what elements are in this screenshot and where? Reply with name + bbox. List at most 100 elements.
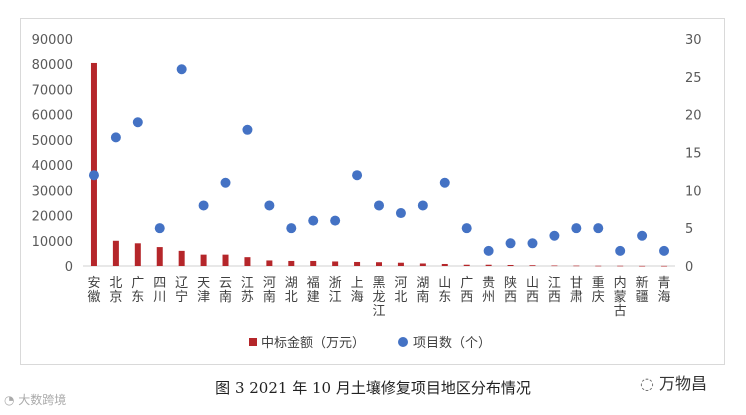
chart-frame: 0 10000 20000 30000 40000 50000 60000 70000 8000… (20, 18, 725, 365)
bar (310, 260, 317, 266)
right-tick-label: 0 (685, 260, 693, 275)
bar (485, 264, 492, 266)
category-label: 江西 (548, 276, 561, 305)
watermark-right-text: 万物昌 (659, 374, 708, 393)
bar (595, 265, 602, 267)
bar (397, 262, 404, 266)
scatter-point (417, 200, 428, 211)
bar (419, 263, 426, 266)
category-label: 云南 (219, 276, 232, 305)
category-label: 福建 (307, 276, 320, 305)
category-label: 重庆 (592, 275, 605, 305)
bar (463, 264, 470, 266)
category-label: 陕西 (504, 276, 517, 305)
scatter-series (88, 64, 670, 256)
category-label: 甘肃 (570, 276, 583, 305)
left-tick-label: 20000 (32, 210, 73, 225)
scatter-point (264, 200, 275, 211)
category-label: 山东 (438, 276, 451, 305)
scatter-point (374, 200, 384, 211)
left-tick-label: 40000 (32, 159, 73, 174)
chart-svg: 0 10000 20000 30000 40000 50000 60000 70000 8000… (32, 33, 702, 351)
scatter-point (659, 245, 670, 256)
legend-bar-swatch (249, 338, 257, 346)
scatter-point (571, 223, 582, 234)
category-label: 贵州 (482, 276, 495, 305)
legend-bar-label: 中标金额（万元） (261, 335, 365, 351)
category-label: 天津 (197, 276, 210, 305)
watermark-left-icon: ◔ (4, 393, 19, 407)
category-label: 内蒙古 (614, 275, 627, 319)
bar (112, 240, 119, 266)
bar (244, 257, 251, 266)
scatter-point (198, 200, 209, 211)
bar (332, 261, 339, 266)
bar (178, 250, 185, 266)
left-tick-label: 70000 (32, 83, 73, 98)
category-label: 黑龙江 (372, 276, 385, 319)
bar (134, 243, 141, 266)
category-label: 辽宁 (175, 276, 188, 305)
scatter-point (615, 245, 626, 256)
category-label: 广西 (460, 276, 473, 305)
category-axis: 安徽北京广东四川辽宁天津云南江苏河南湖北福建浙江上海黑龙江河北湖南山东广西贵州陕… (87, 275, 670, 319)
wechat-icon: ◌ (640, 374, 660, 393)
left-tick-label: 90000 (32, 33, 73, 48)
category-label: 江苏 (241, 276, 254, 305)
left-tick-label: 80000 (32, 58, 73, 73)
scatter-point (395, 208, 406, 219)
left-tick-label: 30000 (32, 184, 73, 199)
category-label: 浙江 (329, 276, 342, 305)
right-tick-label: 10 (685, 184, 702, 199)
category-label: 河北 (394, 276, 407, 305)
legend-scatter-swatch (398, 337, 408, 347)
category-label: 河南 (263, 276, 276, 305)
bar (441, 263, 448, 266)
scatter-point (220, 177, 231, 188)
category-label: 湖南 (416, 276, 429, 305)
scatter-point (593, 223, 604, 234)
left-tick-label: 0 (65, 260, 73, 275)
scatter-point (352, 170, 363, 181)
category-label: 上海 (351, 276, 364, 305)
bar (661, 265, 668, 267)
right-tick-label: 25 (685, 71, 702, 86)
bar (617, 265, 624, 267)
right-tick-label: 20 (685, 109, 702, 124)
scatter-point (637, 230, 648, 241)
scatter-point (176, 64, 187, 75)
scatter-point (286, 223, 297, 234)
left-tick-label: 50000 (32, 134, 73, 149)
scatter-point (483, 245, 494, 256)
left-tick-label: 60000 (32, 109, 73, 124)
scatter-point (308, 215, 319, 226)
left-tick-label: 10000 (32, 235, 73, 250)
bar (529, 265, 536, 266)
scatter-point (461, 223, 472, 234)
left-axis: 0 10000 20000 30000 40000 50000 60000 70000 8000… (32, 33, 73, 275)
bar (573, 265, 580, 267)
bar (156, 247, 163, 266)
bar-series (90, 62, 668, 267)
scatter-point (242, 124, 253, 135)
right-tick-label: 15 (685, 147, 702, 162)
category-label: 青海 (658, 276, 671, 305)
category-label: 广东 (131, 276, 144, 305)
bar (551, 265, 558, 267)
scatter-point (505, 238, 516, 249)
bar (354, 261, 361, 266)
category-label: 北京 (109, 276, 122, 305)
scatter-point (154, 223, 165, 234)
bar (90, 62, 97, 266)
bar (266, 260, 273, 266)
legend-scatter-label: 项目数（个） (413, 336, 491, 351)
right-tick-label: 5 (685, 222, 693, 237)
scatter-point (110, 132, 121, 143)
watermark-left-text: 大数跨境 (18, 393, 67, 407)
watermark-right: ◌ 万物昌 (640, 370, 707, 394)
scatter-point (88, 170, 99, 181)
scatter-point (439, 177, 450, 188)
category-label: 山西 (526, 276, 539, 305)
bar (200, 254, 207, 266)
watermark-left: ◔ 大数跨境 (4, 391, 66, 408)
